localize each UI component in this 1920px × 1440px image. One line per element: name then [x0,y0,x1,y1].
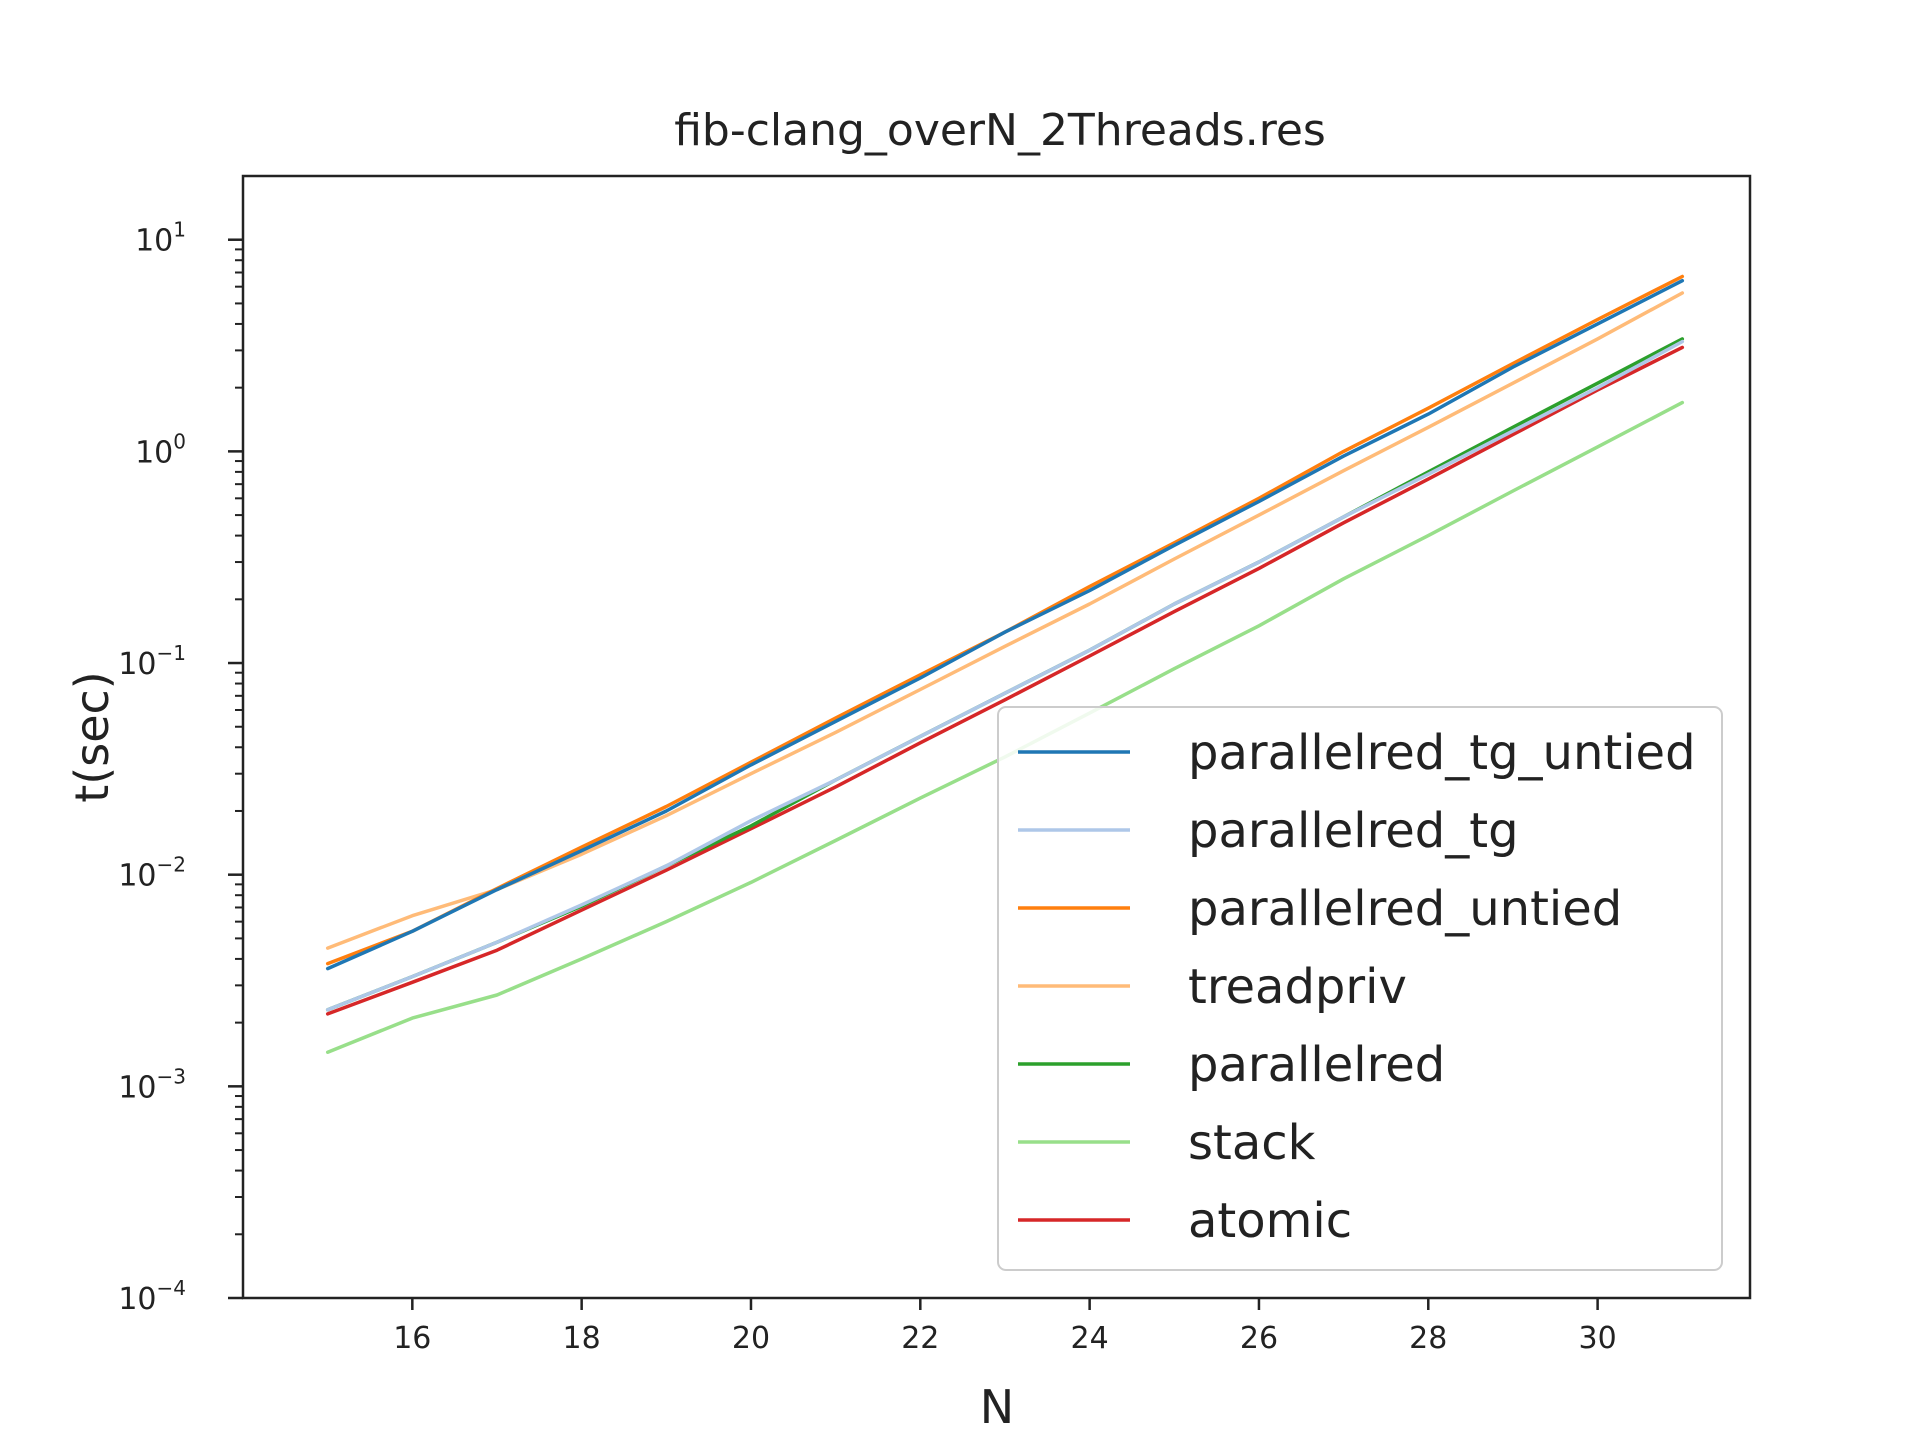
legend-label-stack: stack [1188,1115,1316,1171]
x-axis-ticks: 16 18 20 22 24 26 28 30 [393,1298,1617,1356]
legend-label-parallelred-tg-untied: parallelred_tg_untied [1188,725,1696,781]
legend-label-treadpriv: treadpriv [1188,959,1407,1015]
legend-label-atomic: atomic [1188,1193,1352,1249]
x-tick-label: 22 [901,1321,939,1356]
x-tick-label: 18 [563,1321,601,1356]
x-tick-label: 16 [393,1321,431,1356]
legend-label-parallelred-tg: parallelred_tg [1188,803,1519,859]
y-tick-label: 10−2 [118,853,186,894]
series-line-treadpriv [325,291,1685,950]
legend-label-parallelred: parallelred [1188,1037,1445,1093]
y-axis-ticks: 10−4 10−3 10−2 10−1 100 101 [118,218,243,1317]
legend-box [997,706,1723,1271]
y-tick-label: 100 [135,429,186,470]
x-tick-label: 26 [1240,1321,1278,1356]
legend-label-parallelred-untied: parallelred_untied [1188,881,1622,937]
x-tick-label: 28 [1409,1321,1447,1356]
y-axis-label: t(sec) [65,671,119,803]
chart-title: fib-clang_overN_2Threads.res [674,105,1326,156]
legend: parallelred_tg_untied parallelred_tgparal… [997,706,1723,1271]
x-axis-label: N [980,1380,1014,1434]
y-tick-label: 10−1 [118,641,186,682]
series-line-parallelred-tg-untied [325,278,1685,971]
x-tick-label: 20 [732,1321,770,1356]
x-tick-label: 24 [1071,1321,1109,1356]
y-tick-label: 101 [135,218,186,259]
x-tick-label: 30 [1579,1321,1617,1356]
plot-area-frame [241,174,1752,1300]
series-line-parallelred-tg [325,339,1685,1012]
y-tick-label: 10−4 [118,1276,186,1317]
y-tick-label: 10−3 [118,1064,186,1105]
series-line-atomic [325,345,1685,1016]
